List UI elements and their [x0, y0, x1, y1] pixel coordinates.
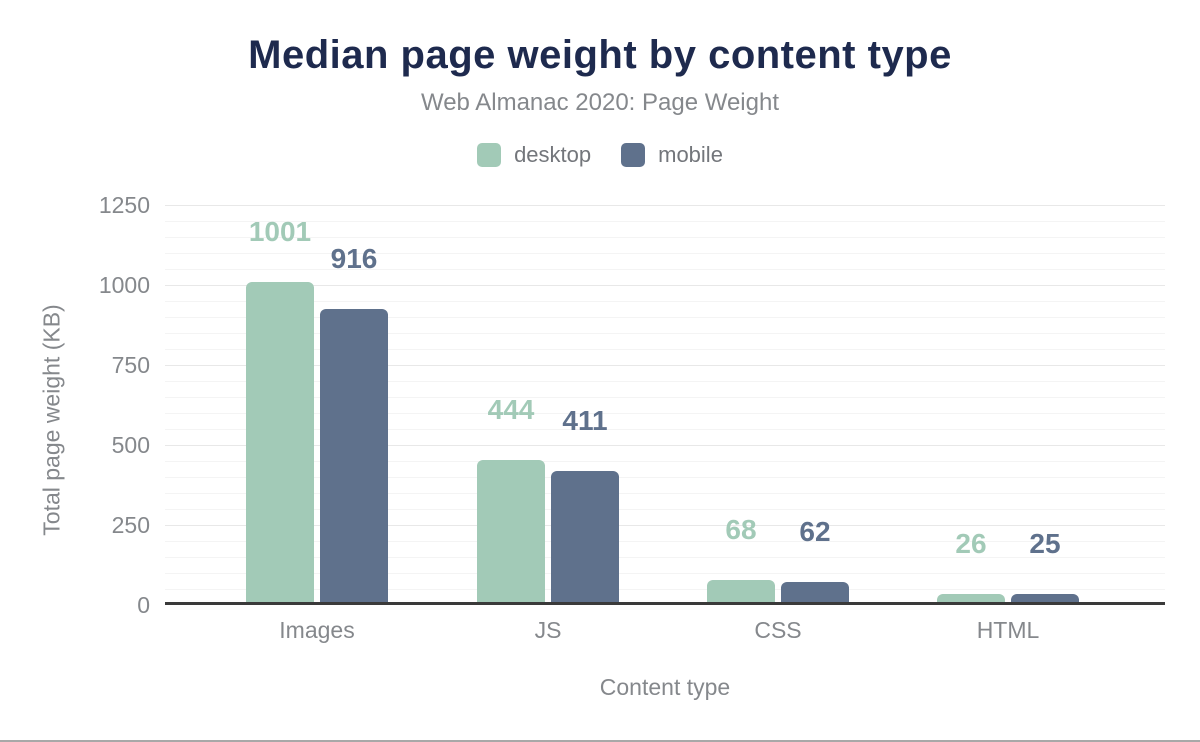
bar-group-js: 444 411 — [477, 202, 619, 602]
x-tick-label-html: HTML — [976, 617, 1040, 643]
bar-mobile-images — [320, 308, 388, 602]
legend-item-desktop[interactable]: desktop — [477, 142, 591, 168]
chart-title: Median page weight by content type — [248, 33, 952, 77]
bar-group-html: 26 25 — [937, 202, 1079, 602]
y-tick-label: 0 — [137, 592, 150, 618]
value-label-mobile-css: 62 — [799, 516, 831, 548]
y-tick-label: 250 — [111, 512, 150, 538]
chart-subtitle: Web Almanac 2020: Page Weight — [420, 89, 779, 116]
value-label-mobile-html: 25 — [1029, 528, 1061, 559]
x-tick-label-images: Images — [279, 617, 355, 643]
bar-mobile-js — [551, 470, 619, 602]
y-tick-label: 1000 — [98, 272, 150, 298]
bar-desktop-css — [707, 580, 775, 602]
bar-group-css: 68 62 — [707, 202, 849, 602]
bar-desktop-images — [246, 281, 314, 602]
plot-area: 1001 916 444 411 68 62 26 25 Images JS C… — [165, 202, 1165, 700]
legend-label-mobile: mobile — [658, 142, 723, 167]
y-tick-label: 1250 — [98, 192, 150, 218]
bar-mobile-css — [781, 582, 849, 602]
desktop-swatch-icon — [477, 143, 502, 167]
bar-group-images: 1001 916 — [246, 202, 388, 602]
value-label-desktop-css: 68 — [725, 514, 757, 546]
y-tick-label: 500 — [111, 432, 150, 458]
value-label-mobile-js: 411 — [562, 404, 608, 436]
x-tick-label-css: CSS — [754, 617, 802, 643]
value-label-desktop-js: 444 — [487, 393, 535, 425]
value-label-desktop-images: 1001 — [248, 215, 312, 247]
value-label-mobile-images: 916 — [330, 242, 378, 274]
x-axis-title: Content type — [599, 674, 731, 700]
legend-label-desktop: desktop — [514, 142, 592, 167]
bar-desktop-js — [477, 459, 545, 602]
y-axis-title: Total page weight (KB) — [38, 304, 65, 536]
bar-mobile-html — [1011, 594, 1079, 602]
x-tick-label-js: JS — [534, 617, 562, 643]
mobile-swatch-icon — [621, 143, 646, 167]
legend-item-mobile[interactable]: mobile — [621, 142, 723, 168]
legend: desktop mobile — [0, 142, 1200, 168]
y-tick-label: 750 — [111, 352, 150, 378]
value-label-desktop-html: 26 — [955, 527, 987, 559]
bar-desktop-html — [937, 593, 1005, 602]
